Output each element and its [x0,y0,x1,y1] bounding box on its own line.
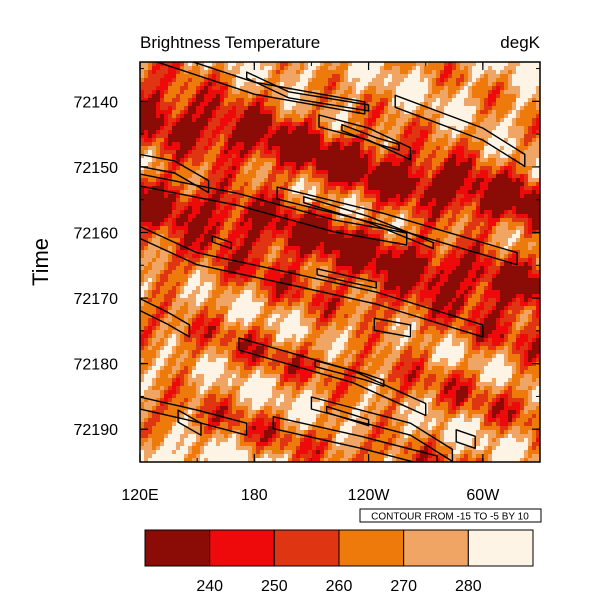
colorbar-label: 270 [390,578,417,595]
contour-info-text: CONTOUR FROM -15 TO -5 BY 10 [371,512,529,523]
colorbar-swatch [467,529,534,567]
x-tick-label: 120W [348,487,391,504]
colorbar: 240 250 260 270 280 [144,529,534,595]
contour-line [276,186,518,266]
colorbar-label: 280 [455,578,482,595]
chart-title-right: degK [500,33,540,52]
colorbar-swatch [338,529,405,567]
contour-line [326,405,370,427]
axes: 120E 180 120W 60W 72140 72150 72160 72170 72180 7… [74,62,541,504]
y-axis-label: Time [28,238,53,286]
x-tick-label: 180 [241,487,268,504]
colorbar-swatch [273,529,340,567]
contour-line [246,71,370,112]
contour-line [341,123,400,151]
y-tick-label: 72140 [74,94,119,111]
x-tick-label: 120E [121,487,158,504]
contour-line [140,153,210,194]
contour-line [272,416,438,462]
y-tick-label: 72190 [74,422,119,439]
y-tick-label: 72150 [74,160,119,177]
contour-line [314,359,385,387]
contour-line [140,297,191,338]
heatmap-field [140,62,540,462]
contour-lines [140,62,526,462]
plot-frame [139,61,541,463]
colorbar-swatch [144,529,211,567]
x-tick-label: 60W [466,487,500,504]
y-tick-label: 72170 [74,291,119,308]
y-tick-label: 72180 [74,357,119,374]
contour-line [318,114,412,161]
chart-title-left: Brightness Temperature [140,33,320,52]
colorbar-label: 260 [326,578,353,595]
contour-line [211,235,233,250]
colorbar-label: 240 [196,578,223,595]
contour-line [394,94,526,168]
contour-line [316,268,377,289]
contour-line [303,196,434,250]
y-tick-label: 72160 [74,225,119,242]
contour-info-box: CONTOUR FROM -15 TO -5 BY 10 [359,508,542,523]
colorbar-label: 250 [261,578,288,595]
contour-line [177,409,202,436]
colorbar-swatch [403,529,469,567]
contour-line [140,225,484,338]
contour-line [373,317,412,338]
colorbar-swatch [209,529,275,567]
contour-line [140,396,248,436]
contour-line [140,173,408,246]
contour-line [455,429,476,449]
